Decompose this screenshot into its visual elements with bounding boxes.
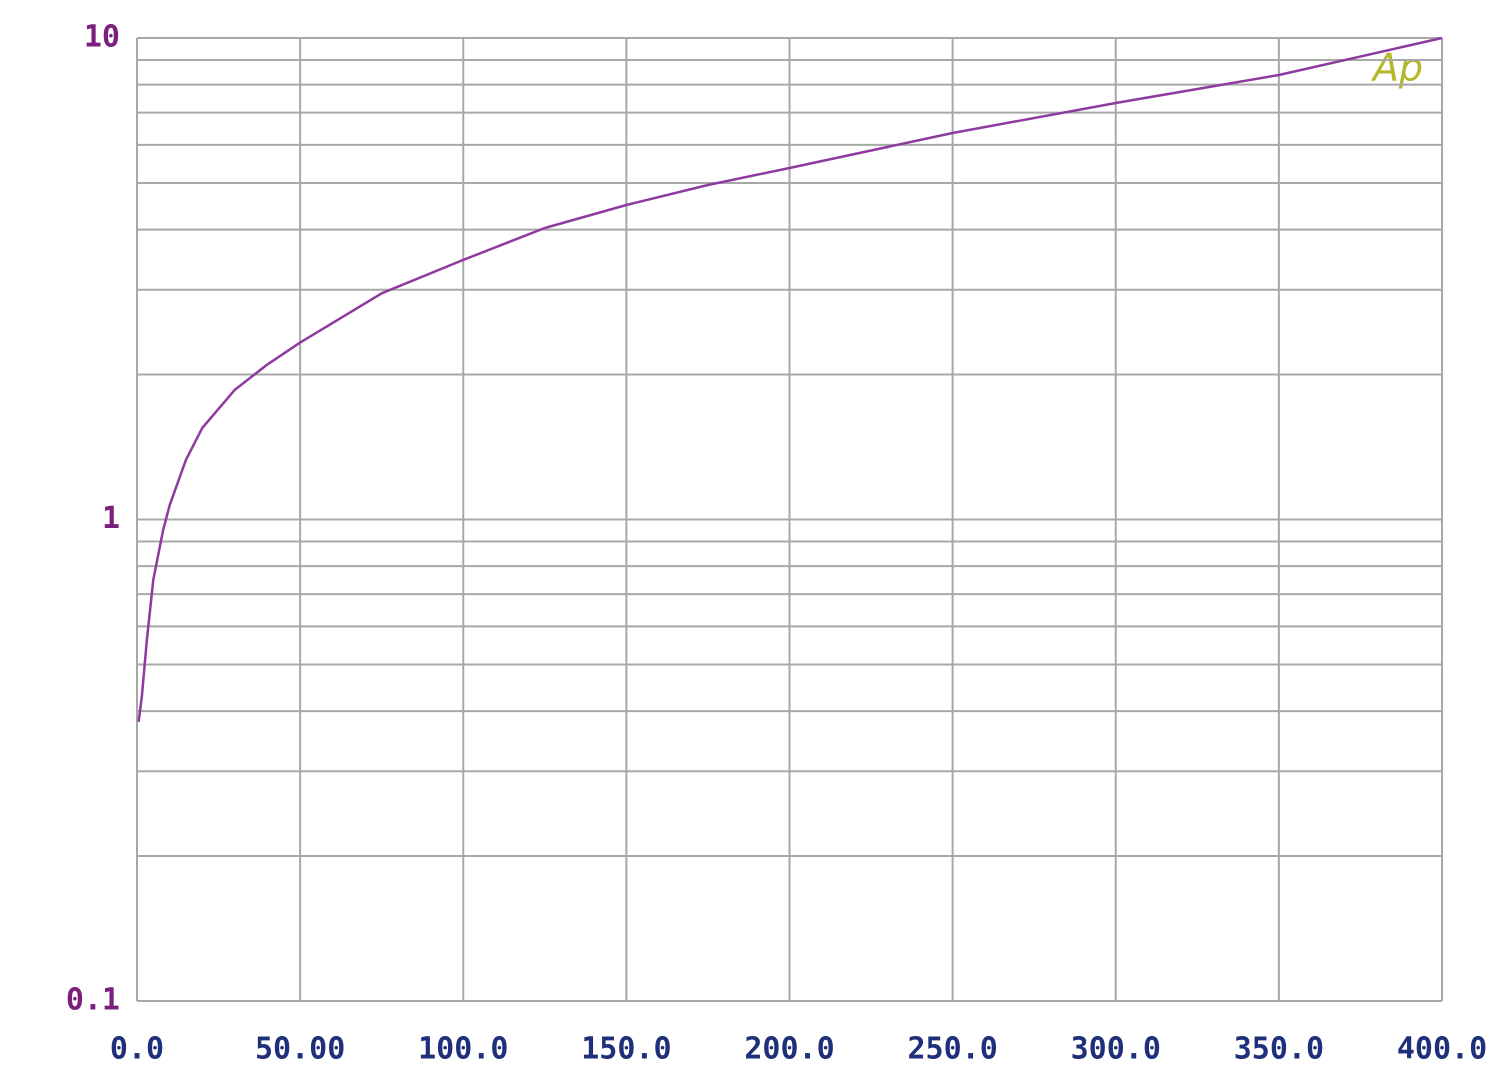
x-tick-label: 150.0 bbox=[581, 1032, 671, 1067]
y-tick-label: 0.1 bbox=[66, 983, 120, 1018]
x-tick-label: 0.0 bbox=[110, 1032, 164, 1067]
x-tick-label: 50.00 bbox=[255, 1032, 345, 1067]
x-tick-label: 250.0 bbox=[907, 1032, 997, 1067]
x-tick-label: 400.0 bbox=[1397, 1032, 1487, 1067]
y-tick-label: 1 bbox=[102, 501, 120, 536]
y-tick-label: 10 bbox=[84, 20, 120, 55]
x-tick-label: 200.0 bbox=[744, 1032, 834, 1067]
x-tick-label: 350.0 bbox=[1234, 1032, 1324, 1067]
data-line bbox=[137, 36, 1443, 722]
x-tick-label: 300.0 bbox=[1071, 1032, 1161, 1067]
x-tick-label: 100.0 bbox=[418, 1032, 508, 1067]
